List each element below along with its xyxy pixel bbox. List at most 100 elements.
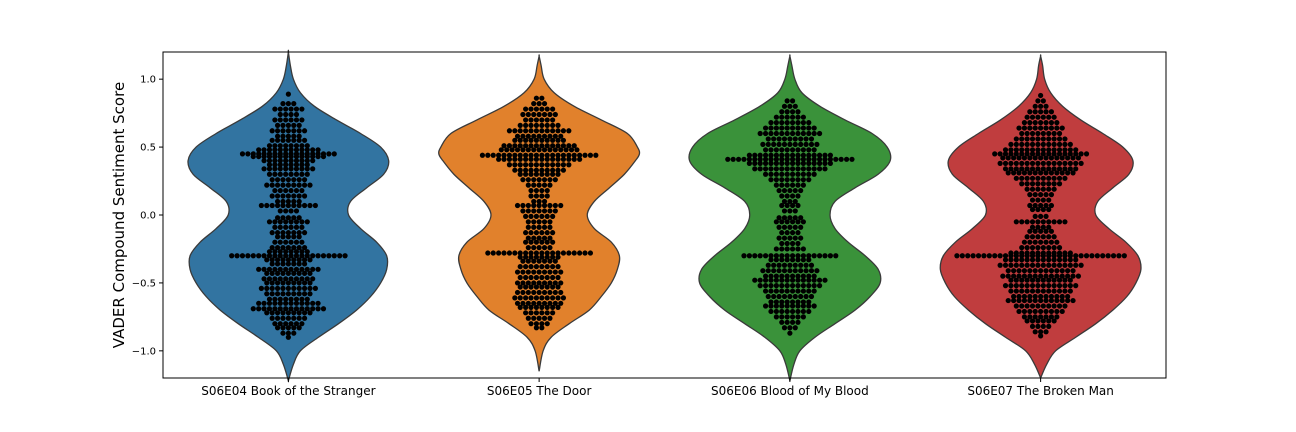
swarm-point bbox=[768, 166, 774, 172]
swarm-point bbox=[277, 249, 283, 255]
swarm-point bbox=[560, 295, 567, 301]
swarm-point bbox=[741, 253, 747, 259]
swarm-point bbox=[544, 122, 550, 128]
swarm-point bbox=[1032, 125, 1038, 131]
swarm-point bbox=[779, 240, 785, 247]
swarm-point bbox=[1019, 277, 1025, 283]
swarm-point bbox=[1029, 257, 1036, 263]
swarm-point bbox=[1019, 136, 1025, 142]
swarm-point bbox=[1002, 160, 1009, 166]
swarm-point bbox=[1067, 160, 1073, 166]
swarm-point bbox=[1013, 219, 1019, 225]
swarm-point bbox=[304, 296, 310, 302]
swarm-point bbox=[304, 158, 310, 164]
swarm-point bbox=[533, 122, 540, 128]
swarm-point bbox=[1013, 288, 1019, 294]
swarm-point bbox=[1024, 253, 1030, 259]
swarm-point bbox=[293, 296, 300, 302]
swarm-point bbox=[304, 166, 310, 172]
swarm-point bbox=[293, 239, 300, 245]
swarm-point bbox=[544, 274, 550, 281]
swarm-point bbox=[266, 276, 273, 282]
swarm-point bbox=[795, 314, 801, 320]
swarm-point bbox=[517, 171, 523, 177]
swarm-point bbox=[779, 308, 785, 315]
swarm-point bbox=[283, 147, 289, 153]
swarm-point bbox=[315, 253, 321, 259]
swarm-point bbox=[779, 109, 785, 115]
swarm-point bbox=[757, 160, 763, 166]
swarm-point bbox=[1046, 303, 1052, 309]
swarm-point bbox=[560, 143, 567, 149]
swarm-point bbox=[293, 224, 300, 230]
swarm-point bbox=[789, 130, 796, 137]
swarm-point bbox=[539, 152, 545, 158]
swarm-point bbox=[528, 230, 534, 236]
swarm-point bbox=[800, 314, 806, 320]
swarm-point bbox=[827, 152, 833, 158]
swarm-point bbox=[520, 269, 526, 275]
swarm-point bbox=[1016, 170, 1022, 176]
swarm-point bbox=[1038, 192, 1044, 198]
swarm-point bbox=[277, 276, 283, 282]
swarm-point bbox=[1070, 297, 1076, 304]
swarm-point bbox=[779, 273, 785, 279]
swarm-point bbox=[274, 230, 281, 236]
swarm-point bbox=[523, 250, 529, 256]
swarm-point bbox=[517, 274, 523, 281]
swarm-point bbox=[274, 128, 281, 134]
swarm-point bbox=[768, 160, 774, 166]
swarm-point bbox=[806, 299, 812, 305]
swarm-point bbox=[1013, 136, 1019, 142]
swarm-point bbox=[296, 122, 302, 128]
swarm-point bbox=[1019, 181, 1025, 187]
swarm-point bbox=[1032, 308, 1038, 315]
swarm-point bbox=[531, 133, 537, 139]
swarm-point bbox=[533, 152, 540, 158]
swarm-point bbox=[752, 277, 758, 283]
swarm-point bbox=[283, 106, 289, 112]
swarm-point bbox=[291, 215, 297, 221]
swarm-point bbox=[1021, 239, 1028, 245]
swarm-point bbox=[293, 276, 300, 282]
swarm-point bbox=[986, 253, 992, 259]
swarm-point bbox=[795, 193, 801, 199]
swarm-point bbox=[1046, 245, 1052, 251]
swarm-point bbox=[266, 171, 273, 177]
swarm-point bbox=[1016, 273, 1022, 279]
swarm-point bbox=[528, 187, 534, 194]
swarm-point bbox=[269, 291, 275, 297]
swarm-point bbox=[541, 147, 548, 153]
swarm-point bbox=[293, 117, 300, 123]
swarm-point bbox=[533, 95, 540, 101]
swarm-point bbox=[787, 330, 793, 336]
swarm-point bbox=[288, 187, 294, 194]
swarm-point bbox=[806, 257, 812, 263]
swarm-point bbox=[779, 299, 785, 305]
swarm-point bbox=[536, 258, 542, 264]
swarm-point bbox=[1029, 114, 1036, 120]
swarm-point bbox=[277, 208, 283, 214]
swarm-point bbox=[1062, 160, 1068, 166]
swarm-point bbox=[296, 285, 302, 291]
swarm-point bbox=[795, 156, 801, 162]
swarm-point bbox=[288, 166, 294, 172]
swarm-point bbox=[566, 250, 572, 256]
swarm-point bbox=[779, 246, 785, 252]
swarm-point bbox=[811, 166, 817, 172]
swarm-point bbox=[1070, 273, 1076, 279]
swarm-point bbox=[781, 215, 788, 221]
swarm-point bbox=[1070, 170, 1076, 176]
swarm-point bbox=[784, 257, 790, 263]
swarm-point bbox=[1013, 253, 1019, 259]
swarm-point bbox=[1029, 303, 1036, 309]
swarm-point bbox=[806, 288, 812, 294]
swarm-point bbox=[1032, 239, 1038, 245]
swarm-point bbox=[517, 128, 523, 134]
swarm-point bbox=[1032, 202, 1038, 209]
swarm-point bbox=[1040, 151, 1046, 157]
swarm-point bbox=[307, 270, 313, 277]
swarm-point bbox=[245, 253, 251, 259]
swarm-point bbox=[550, 295, 556, 301]
swarm-point bbox=[798, 141, 804, 147]
